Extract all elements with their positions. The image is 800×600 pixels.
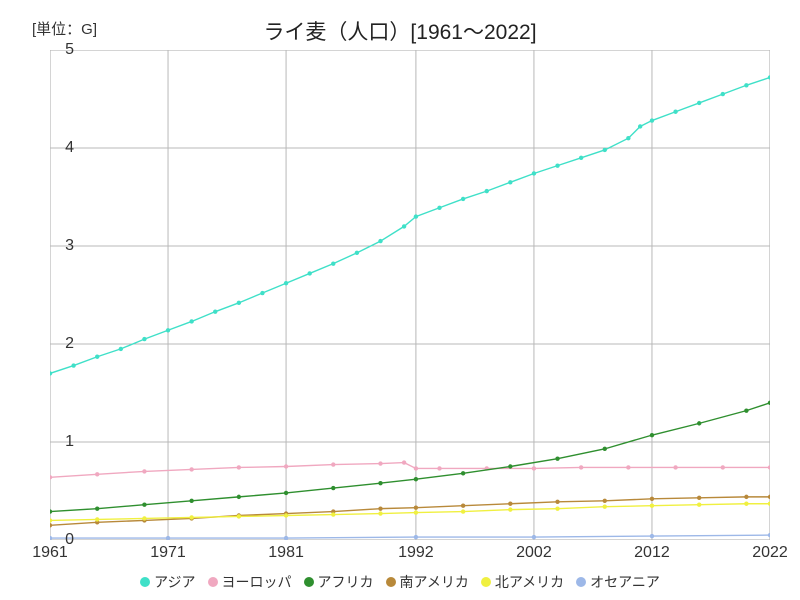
y-tick-label: 1: [44, 433, 74, 451]
legend-item: アジア: [140, 572, 195, 592]
legend: アジア ヨーロッパ アフリカ 南アメリカ 北アメリカ オセアニア: [0, 572, 800, 592]
x-tick-label: 2012: [634, 544, 670, 562]
x-tick-label: 1992: [398, 544, 434, 562]
y-tick-label: 3: [44, 237, 74, 255]
chart-plot: [50, 50, 770, 540]
legend-marker-icon: [386, 577, 396, 587]
legend-item: 南アメリカ: [386, 572, 469, 592]
y-tick-label: 2: [44, 335, 74, 353]
legend-label: アフリカ: [318, 572, 374, 592]
legend-marker-icon: [576, 577, 586, 587]
legend-marker-icon: [481, 577, 491, 587]
legend-marker-icon: [140, 577, 150, 587]
legend-label: 北アメリカ: [495, 572, 564, 592]
x-tick-label: 1971: [150, 544, 186, 562]
chart-container: [単位：G] ライ麦（人口）[1961～2022] 012345 1961197…: [0, 0, 800, 600]
legend-item: ヨーロッパ: [208, 572, 292, 592]
y-tick-label: 5: [44, 41, 74, 59]
legend-label: ヨーロッパ: [222, 572, 292, 592]
legend-label: 南アメリカ: [400, 572, 469, 592]
legend-label: オセアニア: [590, 572, 660, 592]
x-tick-label: 2002: [516, 544, 552, 562]
legend-marker-icon: [304, 577, 314, 587]
chart-title: ライ麦（人口）[1961～2022]: [0, 16, 800, 46]
legend-item: アフリカ: [304, 572, 374, 592]
y-tick-label: 4: [44, 139, 74, 157]
legend-label: アジア: [154, 572, 195, 592]
x-tick-label: 1961: [32, 544, 68, 562]
legend-marker-icon: [208, 577, 218, 587]
x-tick-label: 1981: [268, 544, 304, 562]
legend-item: オセアニア: [576, 572, 660, 592]
legend-item: 北アメリカ: [481, 572, 564, 592]
x-tick-label: 2022: [752, 544, 788, 562]
